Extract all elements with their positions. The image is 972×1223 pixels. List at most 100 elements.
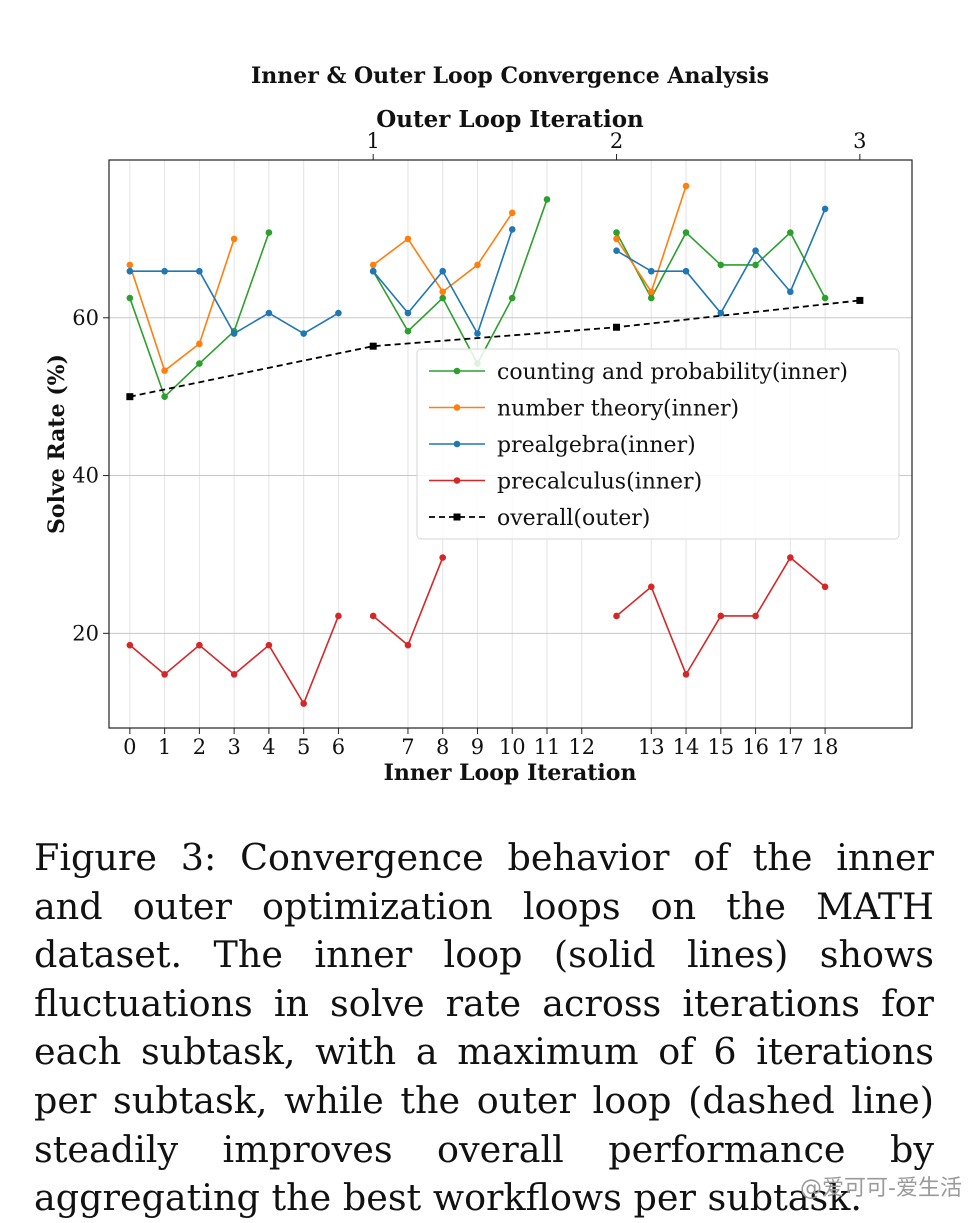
line-chart: 0 1 2 3 4 5 6 7 8 9 10 11 12 13 14 15 16 17 181 2 3204060Inn…: [44, 63, 913, 786]
series-3-point: [613, 612, 620, 620]
series-3-point: [196, 641, 203, 649]
x-tick-label: 0: [123, 735, 136, 759]
series-3-point: [335, 612, 342, 620]
x-tick-label: 3: [227, 735, 240, 759]
series-0-point: [404, 327, 412, 335]
legend-marker: [453, 404, 461, 411]
series-4-point: [126, 393, 134, 401]
chart-title: Inner & Outer Loop Convergence Analysis: [251, 63, 769, 89]
series-0-point: [543, 196, 551, 203]
series-3-point: [404, 641, 412, 649]
series-3-point: [230, 671, 238, 678]
x2-tick-label: 2: [610, 129, 623, 153]
series-2-point: [161, 267, 168, 275]
series-4-line: [129, 299, 860, 398]
series-0-point: [265, 229, 273, 236]
x-tick-label: 8: [436, 735, 449, 759]
legend-marker: [453, 440, 461, 448]
x-tick-label: 7: [401, 735, 414, 759]
series-0-point: [787, 229, 794, 236]
figure-caption: Figure 3: Convergence behavior of the in…: [34, 836, 934, 1220]
series-0-point: [647, 294, 655, 302]
y-tick-label: 60: [72, 306, 99, 330]
series-3-point: [161, 671, 168, 678]
series-1-point: [126, 261, 134, 269]
series-0-point: [821, 294, 829, 302]
legend-label: number theory(inner): [497, 397, 739, 422]
series-1-point: [196, 340, 203, 348]
series-1-point: [613, 235, 620, 243]
series-2-point: [335, 309, 342, 317]
series-1-point: [230, 235, 238, 243]
series-0-point: [439, 294, 447, 302]
series-3-point: [821, 583, 829, 591]
series-2-point: [369, 267, 377, 275]
series-2-point: [752, 247, 759, 255]
series-2-point: [682, 267, 690, 275]
x-tick-label: 6: [332, 735, 345, 759]
series-1-point: [439, 288, 447, 296]
y-tick-label: 20: [72, 621, 99, 645]
x-tick-label: 12: [568, 735, 595, 759]
series-1-point: [474, 261, 481, 269]
series-0-point: [508, 294, 516, 302]
series-2-point: [821, 205, 829, 213]
x2-axis-label: Outer Loop Iteration: [376, 106, 644, 133]
series-3-point: [682, 671, 690, 678]
x-tick-label: 11: [534, 735, 561, 759]
x-tick-label: 1: [158, 735, 171, 759]
series-3-point: [300, 700, 307, 707]
series-0-point: [161, 393, 168, 400]
series-3-point: [369, 612, 377, 620]
figure: 0 1 2 3 4 5 6 7 8 9 10 11 12 13 14 15 16 17 18 1 2 3 20 40 60 Inn…: [44, 63, 913, 786]
series-0-point: [717, 261, 725, 269]
series-1-point: [647, 288, 655, 296]
series-4-point: [613, 323, 621, 331]
series-1-line: [129, 238, 235, 372]
series-2-point: [439, 267, 447, 275]
legend-label: prealgebra(inner): [497, 433, 696, 458]
series-3-point: [717, 612, 725, 620]
legend-box: [416, 348, 900, 540]
series-1-point: [404, 235, 412, 243]
series-3-point: [126, 641, 134, 649]
series-0-point: [196, 360, 203, 367]
series-0-point: [682, 229, 690, 236]
series-0-point: [613, 229, 620, 236]
series-2-point: [647, 267, 655, 275]
x-tick-label: 2: [193, 735, 206, 759]
legend-label: counting and probability(inner): [497, 360, 848, 385]
y-axis-label: Solve Rate (%): [44, 354, 70, 534]
series-3-point: [787, 554, 794, 561]
legend-label: precalculus(inner): [497, 470, 702, 495]
series-1-point: [682, 182, 690, 190]
legend-marker: [453, 513, 461, 521]
series-1-point: [161, 367, 168, 374]
x2-tick-label: 1: [367, 129, 380, 153]
x-axis-label: Inner Loop Iteration: [384, 760, 637, 786]
x-tick-label: 16: [742, 735, 769, 759]
x-tick-label: 17: [777, 735, 804, 759]
series-2-point: [717, 309, 725, 317]
series-2-point: [126, 267, 134, 275]
series-2-point: [787, 288, 794, 296]
series-2-point: [474, 330, 481, 337]
series-2-point: [230, 330, 238, 337]
series-1-point: [369, 261, 377, 269]
series-3-point: [439, 554, 447, 561]
x-tick-label: 4: [262, 735, 275, 759]
series-2-point: [508, 226, 516, 233]
x-tick-label: 15: [707, 735, 734, 759]
series-2-point: [196, 267, 203, 275]
series-2-point: [404, 309, 412, 317]
series-3-point: [265, 641, 273, 649]
series-4-point: [856, 296, 864, 304]
series-3-point: [647, 583, 655, 591]
y-tick-label: 40: [72, 464, 99, 488]
series-0-point: [126, 294, 134, 302]
x-tick-label: 10: [499, 735, 526, 759]
series-0-line: [372, 199, 548, 366]
x-tick-label: 18: [812, 735, 839, 759]
series-2-point: [300, 330, 307, 337]
series-2-point: [613, 247, 620, 255]
